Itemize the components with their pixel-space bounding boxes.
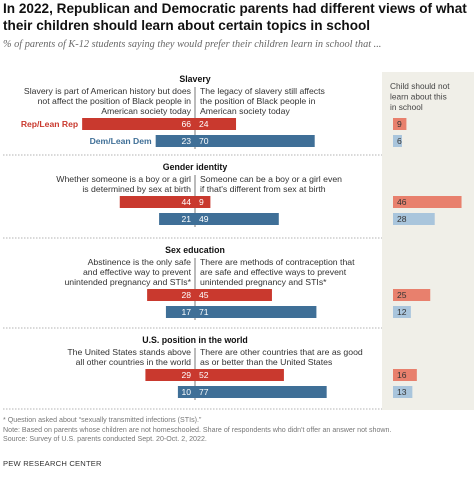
dem-bar-right xyxy=(195,135,315,147)
option-label-right: Someone can be a boy or a girl even xyxy=(200,174,342,184)
dem-bar-should-not xyxy=(393,135,402,147)
rep-bar-left xyxy=(119,196,195,208)
rep-bar-right xyxy=(195,118,237,130)
rep-bar-right xyxy=(195,289,272,301)
option-label-left: unintended pregnancy and STIs* xyxy=(64,277,191,287)
rep-bar-left xyxy=(145,369,195,381)
rep-bar-right xyxy=(195,196,211,208)
option-label-left: Whether someone is a boy or a girl xyxy=(56,174,191,184)
series-label-rep: Rep/Lean Rep xyxy=(21,119,78,129)
dem-value-right: 70 xyxy=(199,136,209,146)
rep-bar-should-not xyxy=(393,369,417,381)
should-not-column-label: Child should not xyxy=(390,81,450,91)
dem-value-left: 10 xyxy=(181,387,191,397)
dem-value-left: 17 xyxy=(181,307,191,317)
footnote-source: Source: Survey of U.S. parents conducted… xyxy=(3,435,207,444)
option-label-left: Abstinence is the only safe xyxy=(88,257,192,267)
option-label-left: Slavery is part of American history but … xyxy=(24,86,192,96)
footnote-asterisk: * Question asked about “sexually transmi… xyxy=(3,416,202,424)
dem-bar-right xyxy=(195,213,279,225)
dem-value-right: 49 xyxy=(199,214,209,224)
dem-value-right: 77 xyxy=(199,387,209,397)
option-label-left: is determined by sex at birth xyxy=(82,184,191,194)
rep-value-right: 9 xyxy=(199,197,204,207)
option-label-left: not affect the position of Black people … xyxy=(38,96,192,106)
option-label-right: are safe and effective ways to prevent xyxy=(200,267,347,277)
footnote-note: Note: Based on parents whose children ar… xyxy=(3,425,392,434)
dem-bar-left xyxy=(177,386,195,398)
option-label-left: and effective way to prevent xyxy=(83,267,192,277)
should-not-column-label: in school xyxy=(390,102,423,112)
rep-bar-left xyxy=(82,118,195,130)
rep-value-should-not: 16 xyxy=(397,370,407,380)
option-label-right: American society today xyxy=(200,106,290,116)
option-label-right: if that's different from sex at birth xyxy=(200,184,326,194)
option-label-right: There are methods of contraception that xyxy=(200,257,355,267)
option-label-left: American society today xyxy=(101,106,191,116)
dem-bar-left xyxy=(155,135,195,147)
footnotes: * Question asked about “sexually transmi… xyxy=(3,416,471,445)
rep-value-left: 66 xyxy=(181,119,191,129)
option-label-right: as or better than the United States xyxy=(200,357,333,367)
dem-bar-right xyxy=(195,306,317,318)
should-not-column-label: learn about this xyxy=(390,92,447,102)
dem-bar-should-not xyxy=(393,306,411,318)
option-label-right: There are other countries that are as go… xyxy=(200,347,363,357)
dem-bar-left xyxy=(159,213,195,225)
rep-value-right: 24 xyxy=(199,119,209,129)
rep-bar-should-not xyxy=(393,196,462,208)
section-heading: Sex education xyxy=(165,245,225,255)
rep-value-right: 45 xyxy=(199,290,209,300)
chart-subtitle: % of parents of K-12 students saying the… xyxy=(3,39,382,50)
dem-value-left: 23 xyxy=(181,136,191,146)
dem-value-should-not: 13 xyxy=(397,387,407,397)
rep-value-left: 44 xyxy=(181,197,191,207)
rep-value-left: 29 xyxy=(181,370,191,380)
option-label-left: all other countries in the world xyxy=(76,357,192,367)
dem-value-should-not: 12 xyxy=(397,307,407,317)
option-label-left: The United States stands above xyxy=(67,347,191,357)
section-heading: U.S. position in the world xyxy=(142,335,248,345)
dem-bar-right xyxy=(195,386,327,398)
chart-title: In 2022, Republican and Democratic paren… xyxy=(3,1,467,33)
rep-value-right: 52 xyxy=(199,370,209,380)
rep-value-should-not: 25 xyxy=(397,290,407,300)
dem-value-should-not: 6 xyxy=(397,136,402,146)
option-label-right: the position of Black people in xyxy=(200,96,316,106)
dem-value-right: 71 xyxy=(199,307,209,317)
rep-bar-right xyxy=(195,369,284,381)
rep-value-left: 28 xyxy=(181,290,191,300)
rep-bar-should-not xyxy=(393,118,407,130)
dem-value-should-not: 28 xyxy=(397,214,407,224)
dem-bar-should-not xyxy=(393,213,435,225)
rep-value-should-not: 46 xyxy=(397,197,407,207)
series-label-dem: Dem/Lean Dem xyxy=(90,136,152,146)
dem-bar-should-not xyxy=(393,386,413,398)
dem-value-left: 21 xyxy=(181,214,191,224)
option-label-right: unintended pregnancy and STIs* xyxy=(200,277,327,287)
rep-bar-should-not xyxy=(393,289,431,301)
option-label-right: The legacy of slavery still affects xyxy=(200,86,326,96)
rep-value-should-not: 9 xyxy=(397,119,402,129)
source-credit: PEW RESEARCH CENTER xyxy=(3,459,102,468)
dem-bar-left xyxy=(165,306,195,318)
section-heading: Slavery xyxy=(179,74,210,84)
section-heading: Gender identity xyxy=(163,162,228,172)
rep-bar-left xyxy=(147,289,195,301)
